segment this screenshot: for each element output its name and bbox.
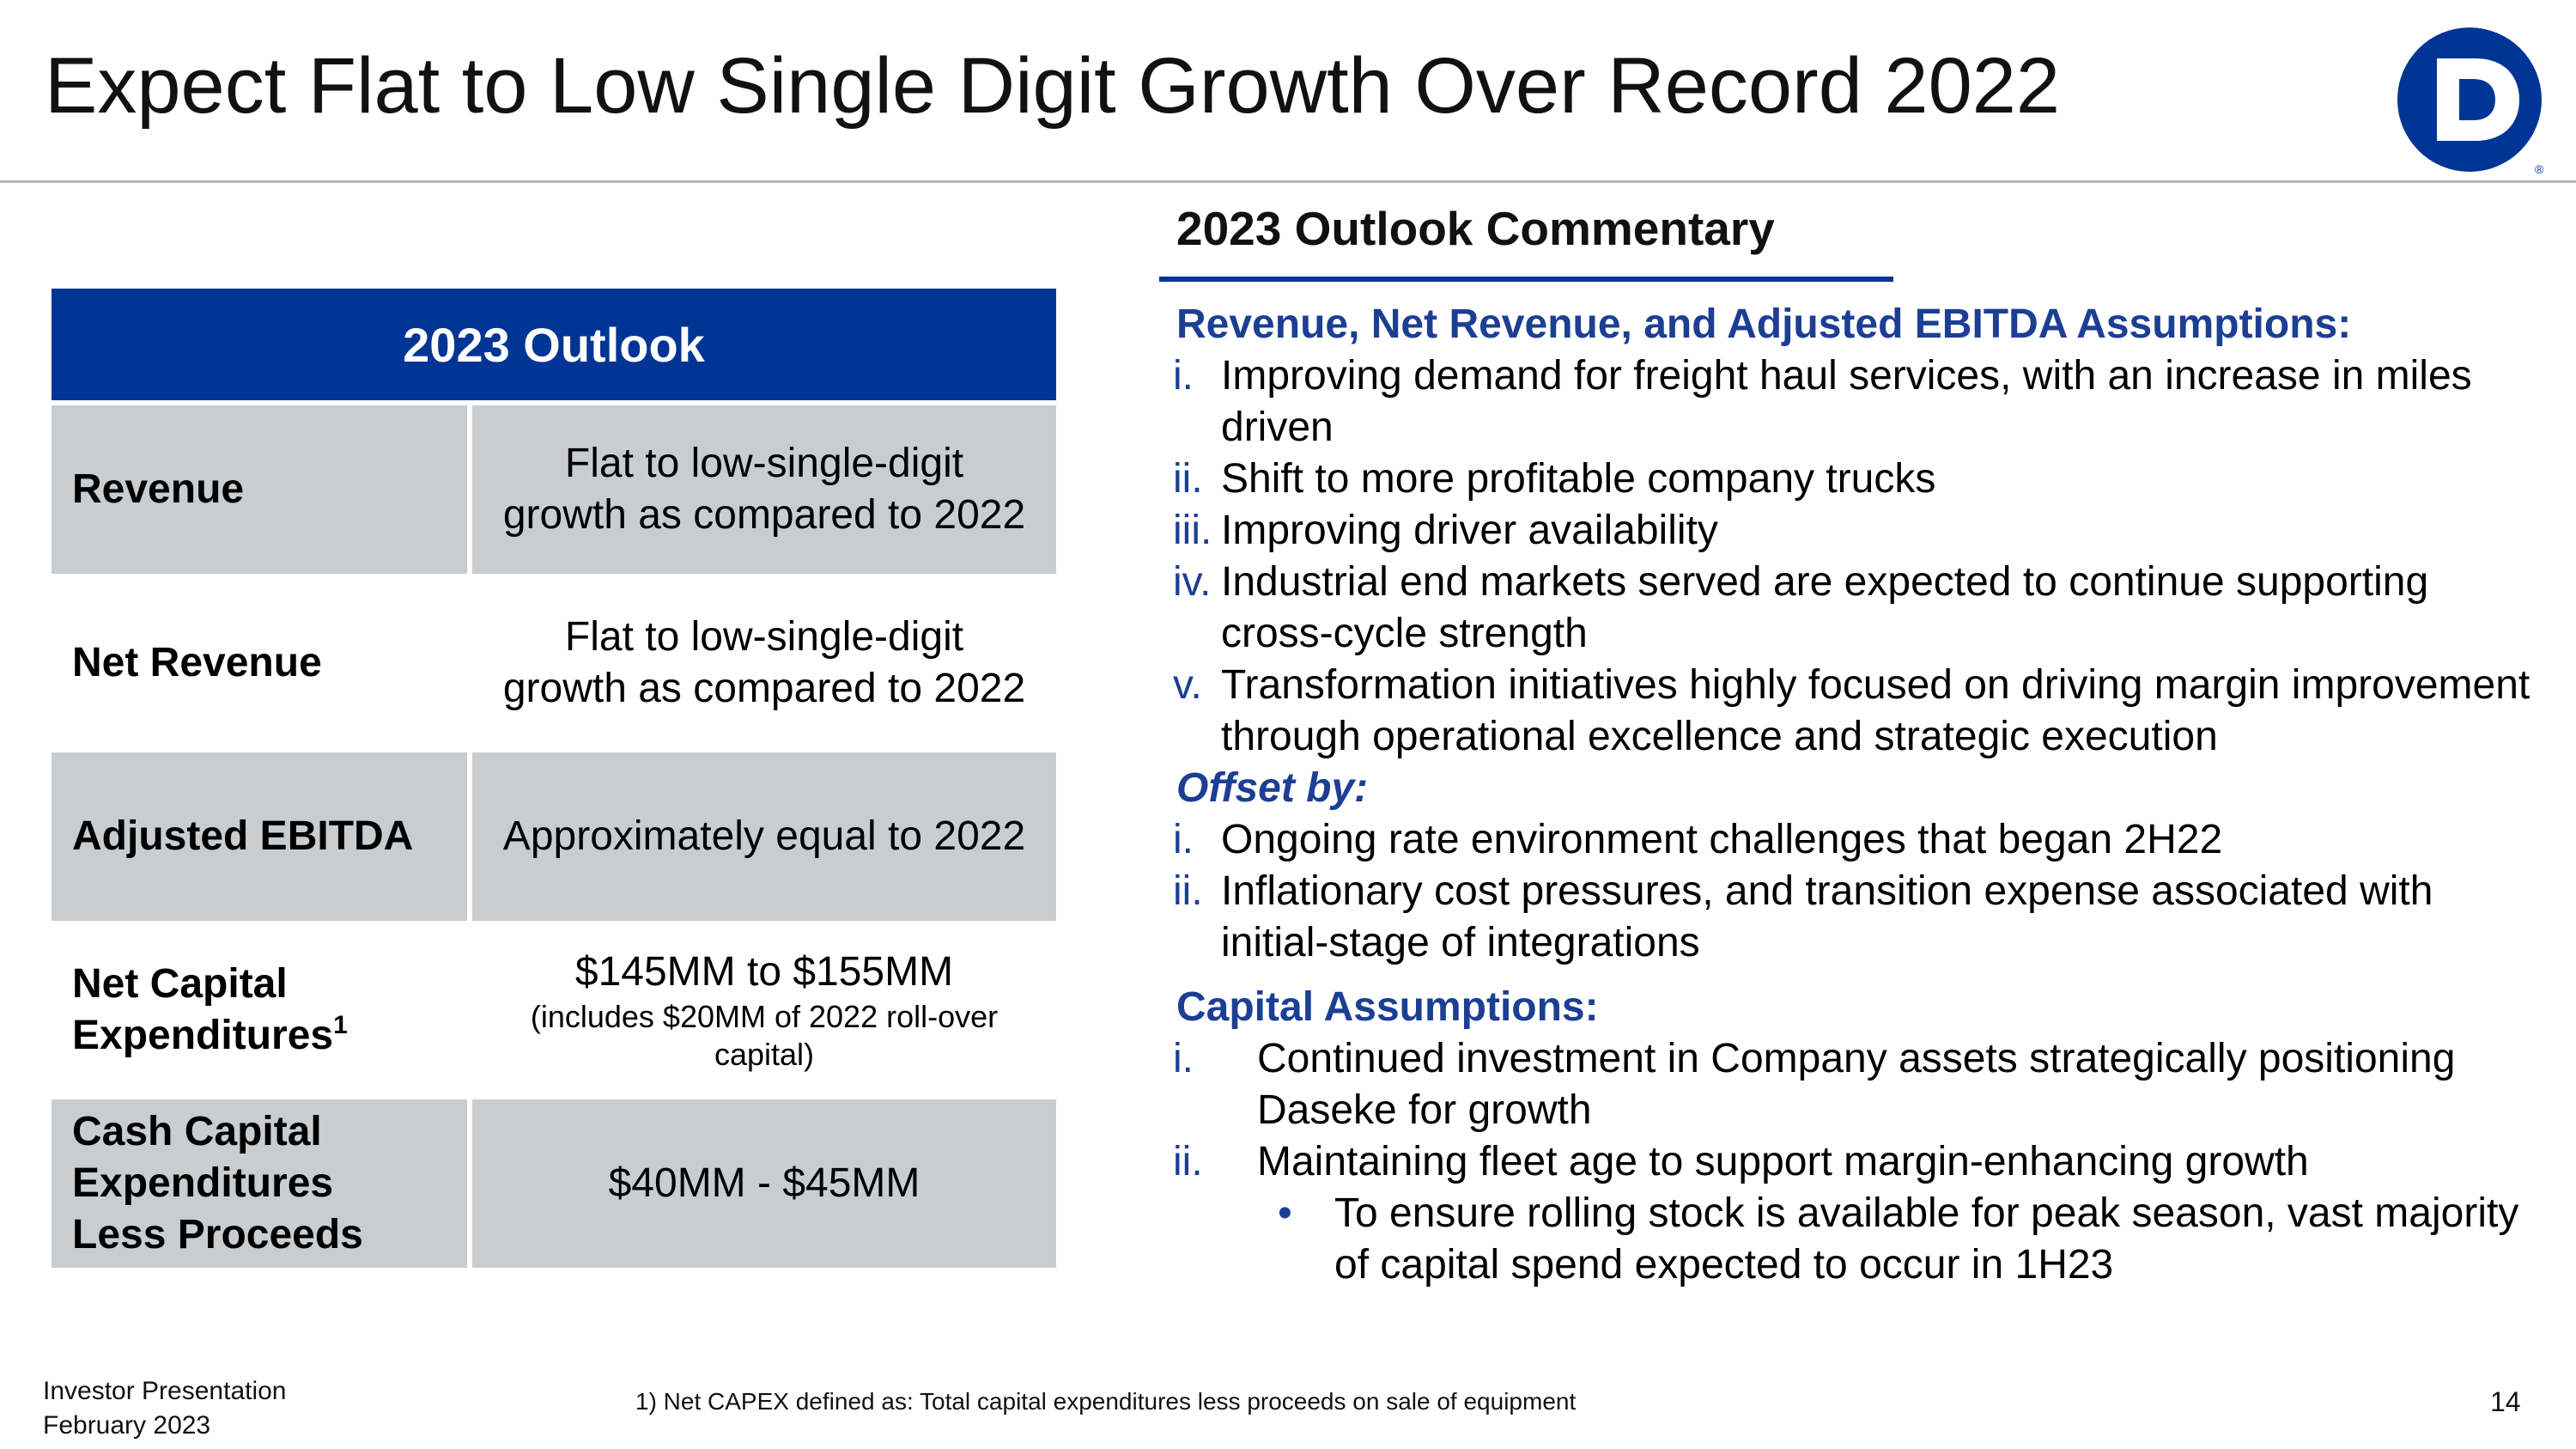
row-value-revenue: Flat to low-single-digit growth as compa… [472, 405, 1056, 574]
list-number: i. [1173, 1036, 1194, 1081]
list-number: ii. [1173, 456, 1203, 502]
row-label-cash-capex: Cash Capital Expenditures Less Proceeds [52, 1099, 467, 1268]
value-line: Approximately equal to 2022 [502, 813, 1026, 859]
row-value-net-revenue: Flat to low-single-digit growth as compa… [472, 579, 1056, 747]
offset-list: i. Ongoing rate environment challenges th… [1159, 814, 2550, 969]
list-text: To ensure rolling stock is available for… [1334, 1190, 2519, 1288]
outlook-table-heading: 2023 Outlook [52, 289, 1056, 400]
list-item: ii. Shift to more profitable company truc… [1159, 454, 2550, 505]
list-item: i. Continued investment in Company assets… [1159, 1033, 2550, 1136]
assumptions-heading: Revenue, Net Revenue, and Adjusted EBITD… [1176, 301, 2352, 347]
capital-heading: Capital Assumptions: [1176, 984, 1599, 1030]
list-text: Transformation initiatives highly focuse… [1221, 662, 2530, 759]
list-text: Improving driver availability [1221, 508, 1718, 553]
list-number: i. [1173, 817, 1194, 862]
row-label-revenue: Revenue [52, 405, 467, 574]
footer-info: Investor Presentation February 2023 [43, 1374, 287, 1443]
value-line: Flat to low-single-digit [564, 441, 964, 486]
commentary-heading: 2023 Outlook Commentary [1176, 202, 1775, 255]
row-label-net-capex: Net Capital Expenditures1 [52, 926, 467, 1094]
page-title: Expect Flat to Low Single Digit Growth O… [45, 42, 2061, 130]
value-line: growth as compared to 2022 [502, 666, 1026, 711]
list-text: Industrial end markets served are expect… [1221, 559, 2429, 656]
list-item: iv. Industrial end markets served are exp… [1159, 557, 2550, 660]
footer-date: February 2023 [43, 1411, 211, 1440]
row-label-net-revenue: Net Revenue [72, 640, 322, 685]
footer-presentation: Investor Presentation [43, 1377, 287, 1405]
list-item: i. Ongoing rate environment challenges th… [1159, 814, 2550, 866]
list-text: Shift to more profitable company trucks [1221, 456, 1936, 502]
list-item: ii. Inflationary cost pressures, and tran… [1159, 866, 2550, 969]
offset-heading: Offset by: [1176, 765, 1369, 811]
label-line: Net Capital [72, 961, 288, 1007]
list-item: v. Transformation initiatives highly focu… [1159, 660, 2550, 763]
list-text: Maintaining fleet age to support margin-… [1257, 1139, 2309, 1184]
capital-list: i. Continued investment in Company assets… [1159, 1033, 2550, 1188]
list-item: ii. Maintaining fleet age to support marg… [1159, 1136, 2550, 1188]
label-line: Less Proceeds [72, 1212, 363, 1257]
list-number: v. [1173, 662, 1202, 708]
row-label-adjusted-ebitda: Adjusted EBITDA [52, 752, 467, 921]
list-number: iii. [1173, 508, 1212, 553]
bullet-icon: • [1278, 1190, 1292, 1236]
value-note: capital) [714, 1037, 815, 1072]
footnote-marker: 1 [333, 1011, 348, 1039]
value-note: (includes $20MM of 2022 roll-over [530, 999, 999, 1034]
row-value-cash-capex: $40MM - $45MM [472, 1099, 1056, 1268]
list-text: Continued investment in Company assets s… [1257, 1036, 2456, 1133]
list-number: ii. [1173, 1139, 1203, 1184]
list-number: iv. [1173, 559, 1212, 605]
table-row: Cash Capital Expenditures Less Proceeds … [52, 1099, 1056, 1268]
title-divider [0, 180, 2576, 183]
outlook-commentary: 2023 Outlook Commentary Revenue, Net Rev… [1159, 198, 2550, 1291]
outlook-table: 2023 Outlook Revenue Flat to low-single-… [52, 289, 1056, 1268]
row-value-adjusted-ebitda: Approximately equal to 2022 [472, 752, 1056, 921]
list-number: i. [1173, 353, 1194, 399]
page-number: 14 [2490, 1386, 2521, 1417]
footnote: 1) Net CAPEX defined as: Total capital e… [635, 1388, 1577, 1415]
table-row: Net Revenue Flat to low-single-digit gro… [52, 579, 1056, 747]
label-text: Expenditures [72, 1013, 334, 1058]
value-line: $145MM to $155MM [574, 949, 954, 995]
label-line: Expenditures [72, 1160, 334, 1206]
table-row: Revenue Flat to low-single-digit growth … [52, 405, 1056, 574]
label-line: Cash Capital [72, 1109, 322, 1154]
label-line: Expenditures1 [72, 1010, 348, 1062]
value-line: $40MM - $45MM [608, 1160, 920, 1206]
row-value-net-capex: $145MM to $155MM (includes $20MM of 2022… [472, 926, 1056, 1094]
table-row: Adjusted EBITDA Approximately equal to 2… [52, 752, 1056, 921]
list-text: Ongoing rate environment challenges that… [1221, 817, 2223, 862]
list-item: iii. Improving driver availability [1159, 505, 2550, 557]
list-number: ii. [1173, 868, 1203, 914]
value-line: Flat to low-single-digit [564, 614, 964, 660]
commentary-underline [1159, 277, 1893, 282]
assumptions-list: i. Improving demand for freight haul serv… [1159, 350, 2550, 763]
table-row: Net Capital Expenditures1 $145MM to $155… [52, 926, 1056, 1094]
list-text: Improving demand for freight haul servic… [1221, 353, 2472, 450]
registered-mark: ® [2535, 162, 2544, 176]
list-text: Inflationary cost pressures, and transit… [1221, 868, 2433, 965]
value-line: growth as compared to 2022 [502, 492, 1026, 538]
company-logo-icon: ® [2397, 27, 2544, 176]
list-item: i. Improving demand for freight haul serv… [1159, 350, 2550, 454]
list-item: • To ensure rolling stock is available f… [1159, 1188, 2550, 1291]
